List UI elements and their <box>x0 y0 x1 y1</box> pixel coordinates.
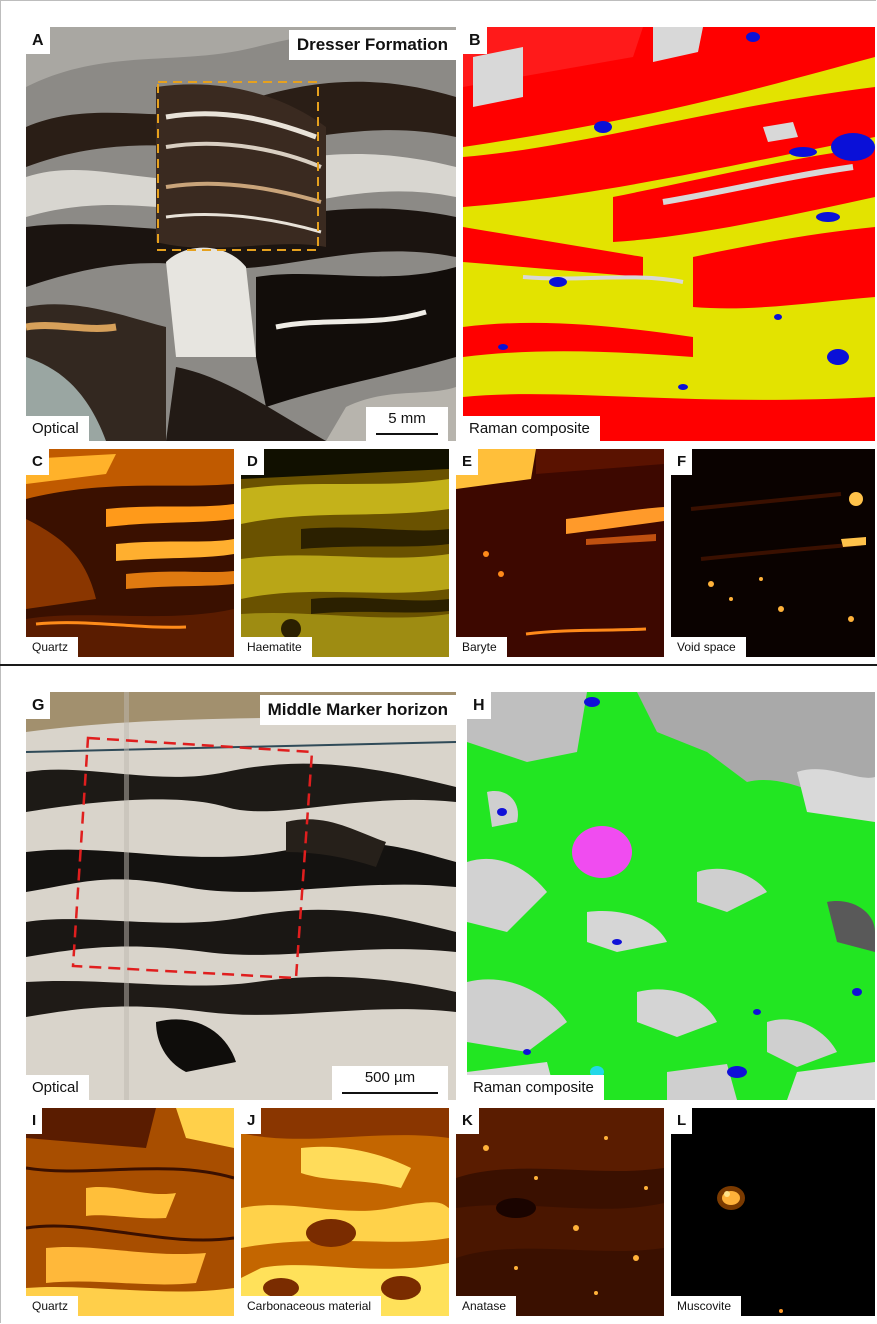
panel-letter-g: G <box>26 692 51 719</box>
panel-c-quartz-map: C Quartz <box>26 449 234 657</box>
panel-label-f: Void space <box>671 637 746 657</box>
panel-h-raman-composite: H Raman composite <box>467 692 875 1100</box>
panel-label-b: Raman composite <box>463 416 600 441</box>
quartz-map-image-c <box>26 449 234 657</box>
panel-label-e: Baryte <box>456 637 507 657</box>
section-title-top: Dresser Formation <box>288 30 456 60</box>
panel-letter-h: H <box>467 692 491 719</box>
panel-label-g: Optical <box>26 1075 89 1100</box>
panel-d-haematite-map: D Haematite <box>241 449 449 657</box>
panel-l-muscovite-map: L Muscovite <box>671 1108 875 1316</box>
panel-letter-l: L <box>671 1108 693 1134</box>
panel-letter-b: B <box>463 27 487 54</box>
scale-bar-g-line <box>342 1092 438 1094</box>
void-space-map-image-f <box>671 449 875 657</box>
haematite-map-image-d <box>241 449 449 657</box>
panel-label-j: Carbonaceous material <box>241 1296 382 1316</box>
scale-bar-a: 5 mm <box>366 407 448 441</box>
panel-a-optical: A Dresser Formation Optical 5 mm <box>26 27 456 441</box>
panel-b-raman-composite: B Raman composite <box>463 27 875 441</box>
panel-letter-e: E <box>456 449 479 475</box>
scale-bar-a-line <box>376 433 438 435</box>
muscovite-map-image-l <box>671 1108 875 1316</box>
quartz-map-image-i <box>26 1108 234 1316</box>
panel-e-baryte-map: E Baryte <box>456 449 664 657</box>
raman-composite-image-h <box>467 692 875 1100</box>
panel-label-h: Raman composite <box>467 1075 604 1100</box>
panel-j-carbonaceous-material-map: J Carbonaceous material <box>241 1108 449 1316</box>
panel-letter-f: F <box>671 449 693 475</box>
panel-label-d: Haematite <box>241 637 312 657</box>
panel-f-void-space-map: F Void space <box>671 449 875 657</box>
panel-i-quartz-map: I Quartz <box>26 1108 234 1316</box>
scale-bar-g-text: 500 µm <box>364 1069 416 1086</box>
anatase-map-image-k <box>456 1108 664 1316</box>
scale-bar-g: 500 µm <box>332 1066 448 1100</box>
region-box-a <box>157 81 319 251</box>
scale-bar-a-text: 5 mm <box>388 410 426 427</box>
panel-letter-i: I <box>26 1108 43 1134</box>
panel-letter-c: C <box>26 449 49 475</box>
optical-micrograph-image <box>26 27 456 441</box>
region-box-g <box>71 736 314 980</box>
panel-letter-d: D <box>241 449 264 475</box>
raman-composite-image-b <box>463 27 875 441</box>
panel-g-optical: G Middle Marker horizon Optical 500 µm <box>26 692 456 1100</box>
optical-micrograph-image-g <box>26 692 456 1100</box>
panel-letter-k: K <box>456 1108 479 1134</box>
panel-letter-a: A <box>26 27 50 54</box>
section-divider <box>0 664 877 666</box>
panel-k-anatase-map: K Anatase <box>456 1108 664 1316</box>
panel-label-k: Anatase <box>456 1296 517 1316</box>
panel-label-l: Muscovite <box>671 1296 742 1316</box>
panel-label-i: Quartz <box>26 1296 79 1316</box>
section-title-bottom: Middle Marker horizon <box>259 695 456 725</box>
panel-letter-j: J <box>241 1108 262 1134</box>
panel-label-c: Quartz <box>26 637 79 657</box>
carbonaceous-material-map-image-j <box>241 1108 449 1316</box>
panel-label-a: Optical <box>26 416 89 441</box>
baryte-map-image-e <box>456 449 664 657</box>
